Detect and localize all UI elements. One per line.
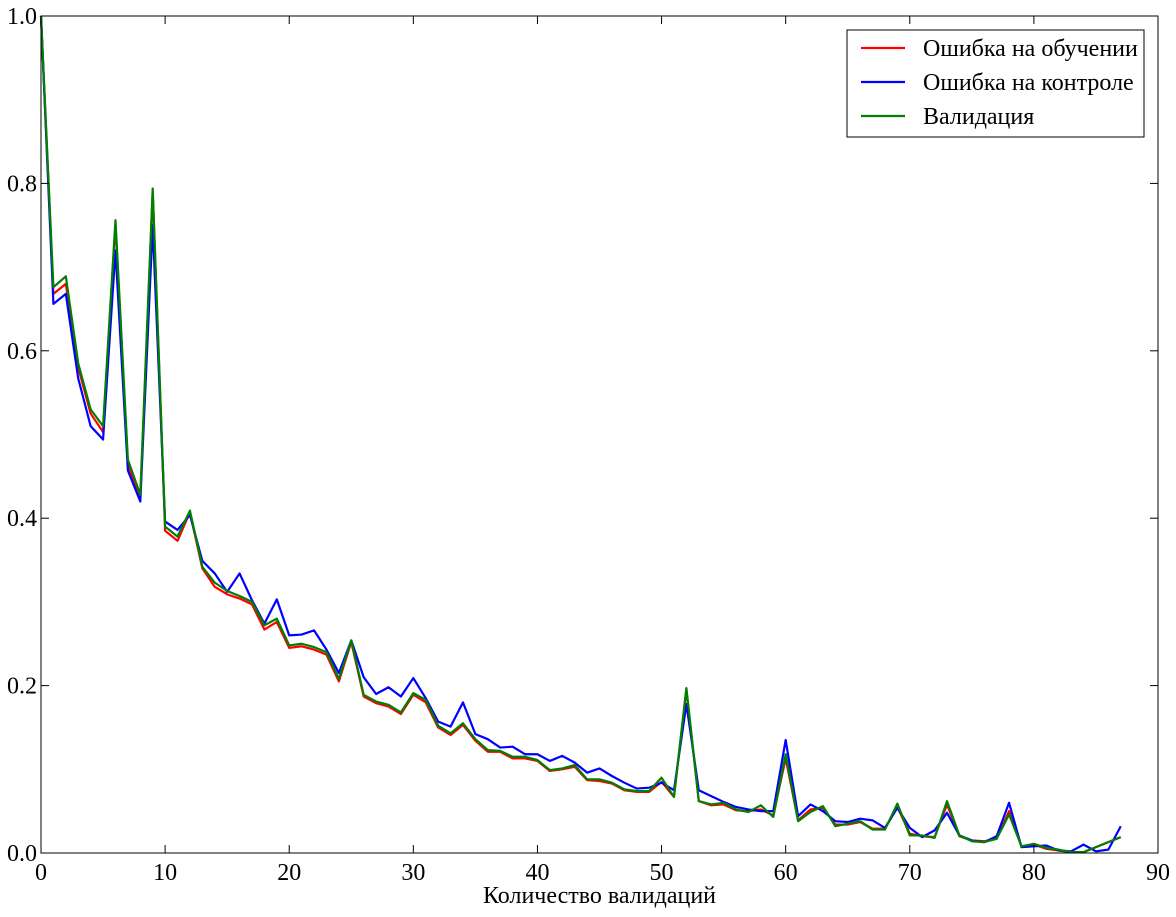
x-tick-label: 60 [774,860,798,886]
legend-label: Ошибка на обучении [923,36,1138,62]
x-tick-label: 70 [898,860,922,886]
x-tick-label: 10 [153,860,177,886]
x-tick-label: 80 [1022,860,1046,886]
y-tick-label: 0.6 [7,339,37,365]
x-tick-label: 90 [1146,860,1170,886]
y-tick-label: 0.4 [7,506,37,532]
legend-label: Ошибка на контроле [923,70,1134,96]
legend-label: Валидация [923,104,1034,130]
y-tick-label: 0.0 [7,841,37,867]
y-tick-label: 0.8 [7,171,37,197]
series-line-1 [39,15,1122,854]
series-line-3 [39,15,1122,854]
x-tick-label: 20 [277,860,301,886]
plot-area [39,15,1122,854]
axis-ticks: 0 10 20 30 40 50 60 70 80 90 0.0 0.2 0.4 0.6 0.8 1.0 [7,4,1170,886]
x-axis-title: Количество валидаций [483,883,716,909]
legend: Ошибка на обучении Ошибка на контроле Вали… [846,29,1145,138]
plot-frame [40,15,1159,854]
y-tick-label: 0.2 [7,674,37,700]
series-line-2 [39,15,1122,853]
y-tick-label: 1.0 [7,4,37,30]
x-tick-label: 30 [401,860,425,886]
x-tick-label: 40 [525,860,549,886]
x-tick-label: 0 [35,860,47,886]
x-tick-label: 50 [650,860,674,886]
